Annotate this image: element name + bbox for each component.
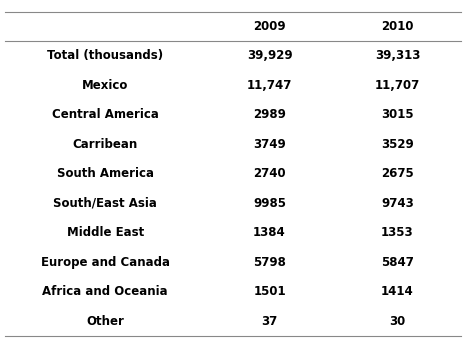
Text: 5798: 5798 bbox=[253, 256, 286, 269]
Text: 2989: 2989 bbox=[253, 108, 286, 121]
Text: 1501: 1501 bbox=[253, 285, 286, 298]
Text: Carribean: Carribean bbox=[73, 138, 138, 151]
Text: Other: Other bbox=[86, 315, 124, 328]
Text: 1414: 1414 bbox=[381, 285, 414, 298]
Text: Africa and Oceania: Africa and Oceania bbox=[42, 285, 168, 298]
Text: 5847: 5847 bbox=[381, 256, 414, 269]
Text: 2675: 2675 bbox=[381, 167, 414, 180]
Text: 3749: 3749 bbox=[253, 138, 286, 151]
Text: Europe and Canada: Europe and Canada bbox=[41, 256, 170, 269]
Text: 11,747: 11,747 bbox=[247, 79, 292, 92]
Text: 2009: 2009 bbox=[253, 20, 286, 33]
Text: 9743: 9743 bbox=[381, 197, 414, 210]
Text: 3015: 3015 bbox=[381, 108, 414, 121]
Text: 9985: 9985 bbox=[253, 197, 286, 210]
Text: Total (thousands): Total (thousands) bbox=[47, 49, 163, 62]
Text: 39,313: 39,313 bbox=[375, 49, 420, 62]
Text: 37: 37 bbox=[261, 315, 278, 328]
Text: 11,707: 11,707 bbox=[375, 79, 420, 92]
Text: Middle East: Middle East bbox=[67, 226, 144, 239]
Text: 39,929: 39,929 bbox=[247, 49, 292, 62]
Text: Central America: Central America bbox=[52, 108, 158, 121]
Text: 30: 30 bbox=[389, 315, 405, 328]
Text: 2010: 2010 bbox=[381, 20, 414, 33]
Text: South/East Asia: South/East Asia bbox=[53, 197, 157, 210]
Text: South America: South America bbox=[57, 167, 154, 180]
Text: 1384: 1384 bbox=[253, 226, 286, 239]
Text: 3529: 3529 bbox=[381, 138, 414, 151]
Text: 1353: 1353 bbox=[381, 226, 414, 239]
Text: 2740: 2740 bbox=[253, 167, 286, 180]
Text: Mexico: Mexico bbox=[82, 79, 128, 92]
